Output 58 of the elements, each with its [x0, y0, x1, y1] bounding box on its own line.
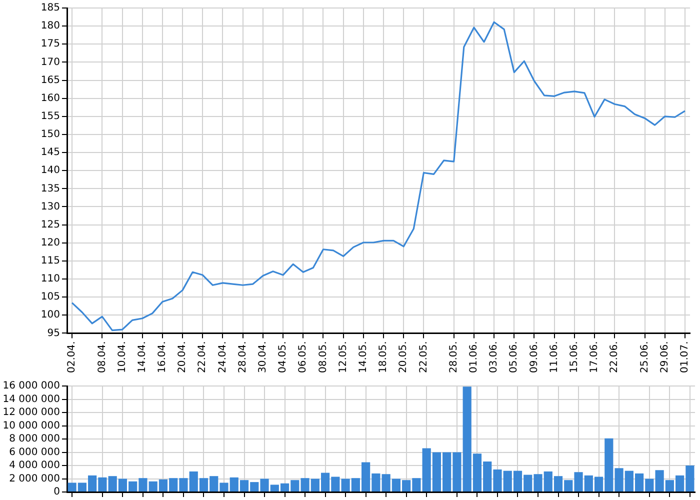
x-tick-label: 28.04.: [237, 341, 248, 374]
y-tick-label: 155: [40, 110, 60, 122]
x-tick-label: 01.07.: [680, 341, 691, 374]
y-tick-label: 145: [40, 147, 60, 158]
y-tick-label: 120: [40, 237, 60, 248]
x-tick-label: 12.05.: [338, 341, 349, 374]
y-tick-label: 160: [40, 92, 60, 104]
y-tick-label: 150: [40, 129, 60, 140]
x-tick-label: 11.06.: [548, 341, 560, 374]
x-tick-label: 28.05.: [448, 341, 460, 374]
y-tick-label: 130: [40, 201, 60, 212]
y-tick-label: 185: [40, 2, 60, 14]
y-tick-label: 115: [40, 256, 60, 267]
x-tick-label: 24.04.: [217, 341, 228, 374]
x-tick-label: 14.05.: [358, 341, 370, 374]
x-tick-label: 20.05.: [398, 341, 410, 374]
y-tick-label: 180: [40, 20, 60, 32]
y-tick-label: 8 000 000: [9, 434, 60, 445]
x-tick-label: 09.06.: [528, 341, 540, 374]
x-tick-label: 22.06.: [609, 341, 620, 374]
y-tick-label: 170: [40, 56, 60, 68]
y-tick-label: 6 000 000: [9, 446, 60, 458]
y-tick-label: 2 000 000: [9, 473, 60, 484]
x-tick-label: 14.04.: [136, 341, 148, 374]
y-tick-label: 165: [40, 74, 60, 86]
x-tick-label: 06.05.: [298, 341, 309, 374]
y-tick-label: 110: [40, 274, 60, 285]
x-tick-label: 10.04.: [116, 341, 128, 374]
x-tick-label: 29.06.: [659, 341, 670, 374]
y-tick-label: 95: [47, 328, 60, 339]
x-tick-label: 05.06.: [508, 341, 520, 374]
x-tick-label: 30.04.: [258, 341, 269, 374]
y-tick-label: 14 000 000: [2, 394, 60, 405]
x-tick-label: 03.06.: [488, 341, 500, 374]
y-tick-label: 0: [54, 486, 60, 498]
x-tick-label: 17.06.: [589, 341, 600, 374]
x-tick-label: 01.06.: [468, 341, 480, 374]
x-tick-label: 22.04.: [197, 341, 208, 374]
x-tick-label: 18.05.: [378, 341, 390, 374]
y-tick-label: 100: [40, 310, 60, 321]
y-tick-label: 125: [40, 219, 60, 230]
x-tick-label: 04.05.: [278, 341, 289, 374]
y-tick-label: 175: [40, 38, 60, 50]
x-tick-label: 20.04.: [177, 341, 188, 374]
x-tick-label: 25.06.: [639, 341, 650, 374]
y-tick-label: 16 000 000: [2, 380, 60, 392]
y-tick-label: 140: [40, 165, 60, 176]
y-tick-label: 4 000 000: [9, 460, 60, 472]
x-tick-label: 02.04.: [66, 341, 78, 374]
x-tick-label: 08.05.: [318, 341, 329, 374]
x-tick-label: 16.04.: [157, 341, 168, 374]
y-tick-label: 135: [40, 183, 60, 194]
x-tick-label: 15.06.: [569, 341, 580, 374]
y-tick-label: 10 000 000: [2, 420, 60, 432]
y-tick-label: 12 000 000: [2, 407, 60, 418]
x-tick-label: 22.05.: [418, 341, 430, 374]
y-tick-label: 105: [40, 292, 60, 303]
x-tick-label: 08.04.: [96, 341, 108, 374]
